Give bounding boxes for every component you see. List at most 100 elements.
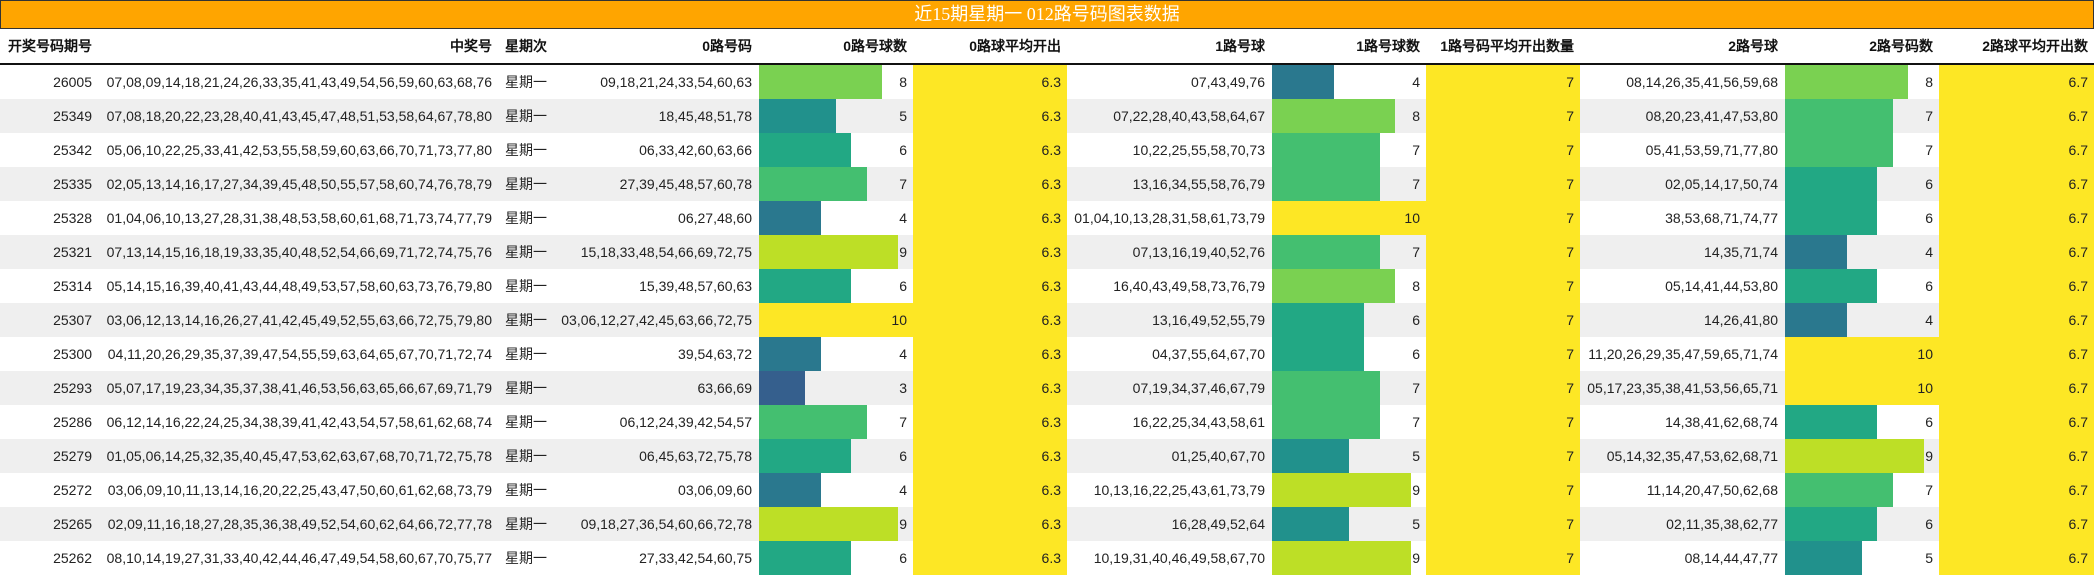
issue-cell: 26005 <box>53 74 92 90</box>
header-road0-numbers: 0路号码 <box>702 38 752 54</box>
road1-numbers-cell: 10,22,25,55,58,70,73 <box>1132 142 1265 158</box>
road1-avg-cell: 7 <box>1426 541 1580 575</box>
road1-avg-cell: 7 <box>1426 473 1580 507</box>
road0-avg-cell: 6.3 <box>913 235 1067 269</box>
road1-count-value: 8 <box>1412 278 1420 294</box>
table-row: 25314 05,14,15,16,39,40,41,43,44,48,49,5… <box>0 269 2094 303</box>
road0-count-value: 4 <box>899 346 907 362</box>
weekday-cell: 星期一 <box>505 244 547 260</box>
road1-avg-cell: 7 <box>1426 439 1580 473</box>
road0-count-bar <box>759 405 867 439</box>
road0-numbers-cell: 18,45,48,51,78 <box>658 108 752 124</box>
road2-numbers-cell: 08,14,26,35,41,56,59,68 <box>1626 74 1778 90</box>
road0-count-cell: 6 <box>759 439 913 473</box>
road1-count-cell: 7 <box>1272 167 1426 201</box>
numbers-cell: 07,08,09,14,18,21,24,26,33,35,41,43,49,5… <box>106 74 492 90</box>
road1-count-cell: 9 <box>1272 473 1426 507</box>
road0-numbers-cell: 09,18,21,24,33,54,60,63 <box>600 74 752 90</box>
road1-count-value: 6 <box>1412 312 1420 328</box>
road0-count-cell: 9 <box>759 507 913 541</box>
table-row: 25328 01,04,06,10,13,27,28,31,38,48,53,5… <box>0 201 2094 235</box>
road2-count-value: 6 <box>1925 176 1933 192</box>
road0-avg-cell: 6.3 <box>913 303 1067 337</box>
road1-count-value: 8 <box>1412 108 1420 124</box>
road0-count-bar <box>759 473 821 507</box>
road1-count-value: 5 <box>1412 516 1420 532</box>
road0-count-value: 6 <box>899 448 907 464</box>
road2-numbers-cell: 11,14,20,47,50,62,68 <box>1646 482 1778 498</box>
road2-count-value: 7 <box>1925 482 1933 498</box>
issue-cell: 25321 <box>53 244 92 260</box>
road1-avg-cell: 7 <box>1426 269 1580 303</box>
road2-count-value: 4 <box>1925 312 1933 328</box>
road1-count-cell: 7 <box>1272 235 1426 269</box>
road2-count-cell: 6 <box>1785 201 1939 235</box>
table-row: 25321 07,13,14,15,16,18,19,33,35,40,48,5… <box>0 235 2094 269</box>
chart-title: 近15期星期一 012路号码图表数据 <box>0 0 2094 29</box>
road1-avg-cell: 7 <box>1426 235 1580 269</box>
issue-cell: 25300 <box>53 346 92 362</box>
road1-count-cell: 6 <box>1272 303 1426 337</box>
road1-avg-cell: 7 <box>1426 337 1580 371</box>
road2-count-value: 8 <box>1925 74 1933 90</box>
road1-numbers-cell: 13,16,34,55,58,76,79 <box>1132 176 1265 192</box>
road1-count-cell: 5 <box>1272 507 1426 541</box>
table-row: 25342 05,06,10,22,25,33,41,42,53,55,58,5… <box>0 133 2094 167</box>
road1-avg-cell: 7 <box>1426 507 1580 541</box>
road2-avg-cell: 6.7 <box>1939 371 2094 405</box>
weekday-cell: 星期一 <box>505 278 547 294</box>
road1-avg-cell: 7 <box>1426 99 1580 133</box>
road1-count-value: 5 <box>1412 448 1420 464</box>
table-row: 25349 07,08,18,20,22,23,28,40,41,43,45,4… <box>0 99 2094 133</box>
road1-numbers-cell: 07,19,34,37,46,67,79 <box>1132 380 1265 396</box>
header-road0-avg: 0路球平均开出 <box>969 38 1061 54</box>
issue-cell: 25279 <box>53 448 92 464</box>
road0-count-cell: 8 <box>759 65 913 99</box>
road0-avg-cell: 6.3 <box>913 269 1067 303</box>
table-row: 25335 02,05,13,14,16,17,27,34,39,45,48,5… <box>0 167 2094 201</box>
weekday-cell: 星期一 <box>505 414 547 430</box>
road2-avg-cell: 6.7 <box>1939 99 2094 133</box>
road1-count-bar <box>1272 269 1395 303</box>
road1-avg-cell: 7 <box>1426 65 1580 99</box>
road1-numbers-cell: 01,25,40,67,70 <box>1171 448 1265 464</box>
road2-numbers-cell: 05,17,23,35,38,41,53,56,65,71 <box>1587 380 1778 396</box>
header-road2-numbers: 2路号球 <box>1728 38 1778 54</box>
road0-numbers-cell: 06,33,42,60,63,66 <box>639 142 752 158</box>
road2-numbers-cell: 14,35,71,74 <box>1704 244 1778 260</box>
weekday-cell: 星期一 <box>505 74 547 90</box>
road2-count-value: 7 <box>1925 108 1933 124</box>
road2-avg-cell: 6.7 <box>1939 303 2094 337</box>
road0-count-value: 7 <box>899 176 907 192</box>
road1-avg-cell: 7 <box>1426 405 1580 439</box>
road2-numbers-cell: 05,41,53,59,71,77,80 <box>1645 142 1778 158</box>
road1-count-value: 9 <box>1412 482 1420 498</box>
road1-count-value: 7 <box>1412 380 1420 396</box>
table-row: 25262 08,10,14,19,27,31,33,40,42,44,46,4… <box>0 541 2094 575</box>
road0-numbers-cell: 03,06,09,60 <box>678 482 752 498</box>
issue-cell: 25349 <box>53 108 92 124</box>
issue-cell: 25335 <box>53 176 92 192</box>
table-row: 25265 02,09,11,16,18,27,28,35,36,38,49,5… <box>0 507 2094 541</box>
weekday-cell: 星期一 <box>505 482 547 498</box>
road1-count-value: 4 <box>1412 74 1420 90</box>
road0-count-value: 6 <box>899 550 907 566</box>
road0-avg-cell: 6.3 <box>913 337 1067 371</box>
road2-count-cell: 6 <box>1785 269 1939 303</box>
road1-count-bar <box>1272 337 1364 371</box>
header-road2-count: 2路号码数 <box>1869 38 1933 54</box>
weekday-cell: 星期一 <box>505 210 547 226</box>
road1-count-value: 7 <box>1412 414 1420 430</box>
road2-avg-cell: 6.7 <box>1939 541 2094 575</box>
road2-count-bar <box>1785 133 1893 167</box>
road0-count-bar <box>759 167 867 201</box>
road1-count-cell: 9 <box>1272 541 1426 575</box>
data-table: 开奖号码期号 中奖号 星期次 0路号码 0路号球数 0路球平均开出 1路号球 1… <box>0 29 2094 575</box>
weekday-cell: 星期一 <box>505 380 547 396</box>
road2-count-value: 6 <box>1925 210 1933 226</box>
road2-count-cell: 7 <box>1785 99 1939 133</box>
road1-avg-cell: 7 <box>1426 167 1580 201</box>
road1-numbers-cell: 01,04,10,13,28,31,58,61,73,79 <box>1074 210 1265 226</box>
road2-count-bar <box>1785 303 1847 337</box>
road2-count-bar <box>1785 541 1862 575</box>
